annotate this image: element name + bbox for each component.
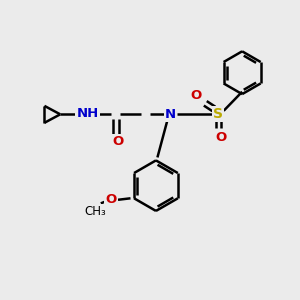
Text: O: O (112, 136, 124, 148)
Text: N: N (165, 108, 176, 121)
Text: O: O (191, 88, 202, 101)
Text: O: O (106, 193, 117, 206)
Text: O: O (216, 131, 227, 144)
Text: NH: NH (76, 107, 99, 120)
Text: S: S (213, 107, 224, 121)
Text: CH₃: CH₃ (84, 205, 106, 218)
